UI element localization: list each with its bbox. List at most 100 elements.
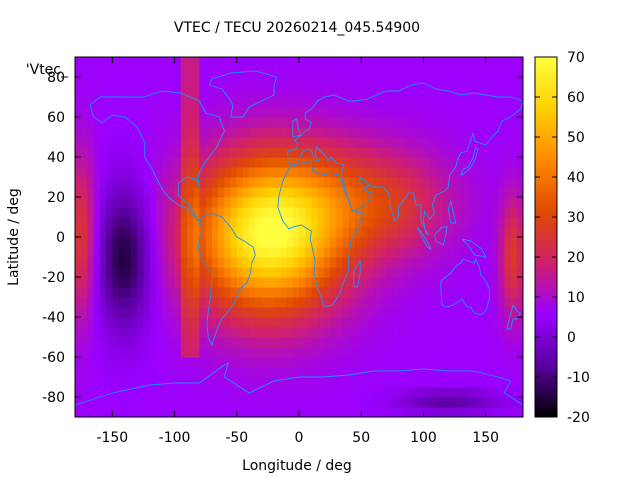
heatmap-cell: [118, 67, 126, 78]
heatmap-cell: [261, 207, 269, 218]
heatmap-cell: [180, 67, 188, 78]
heatmap-cell: [286, 167, 294, 178]
heatmap-cell: [336, 307, 344, 318]
heatmap-cell: [205, 267, 213, 278]
heatmap-cell: [249, 257, 257, 268]
heatmap-cell: [379, 237, 387, 248]
heatmap-cell: [143, 357, 151, 368]
heatmap-cell: [299, 257, 306, 268]
heatmap-cell: [81, 127, 89, 138]
heatmap-cell: [131, 207, 138, 218]
heatmap-cell: [230, 317, 238, 328]
heatmap-cell: [261, 147, 269, 158]
heatmap-cell: [417, 77, 425, 88]
heatmap-cell: [423, 377, 431, 388]
heatmap-cell: [367, 367, 375, 378]
heatmap-cell: [510, 397, 518, 408]
heatmap-cell: [286, 177, 294, 188]
heatmap-cell: [367, 57, 375, 68]
heatmap-cell: [261, 177, 269, 188]
heatmap-cell: [230, 277, 238, 288]
heatmap-cell: [267, 147, 275, 158]
heatmap-cell: [361, 197, 369, 208]
heatmap-cell: [218, 187, 225, 198]
heatmap-cell: [442, 297, 449, 308]
heatmap-cell: [392, 227, 400, 238]
heatmap-cell: [267, 137, 275, 148]
heatmap-cell: [516, 207, 523, 218]
heatmap-cell: [299, 217, 306, 228]
heatmap-cell: [267, 217, 275, 228]
heatmap-cell: [124, 67, 132, 78]
heatmap-cell: [274, 307, 281, 318]
heatmap-cell: [87, 187, 95, 198]
heatmap-cell: [149, 67, 157, 78]
heatmap-cell: [435, 167, 443, 178]
heatmap-cell: [373, 237, 381, 248]
heatmap-cell: [516, 77, 523, 88]
heatmap-cell: [429, 217, 437, 228]
heatmap-cell: [429, 407, 437, 417]
heatmap-cell: [355, 117, 362, 128]
heatmap-cell: [491, 287, 499, 298]
heatmap-cell: [174, 307, 182, 318]
heatmap-cell: [180, 387, 188, 398]
heatmap-cell: [193, 157, 201, 168]
heatmap-cell: [267, 157, 275, 168]
heatmap-cell: [417, 227, 425, 238]
heatmap-cell: [485, 117, 493, 128]
heatmap-cell: [224, 217, 232, 228]
heatmap-cell: [342, 287, 350, 298]
heatmap-cell: [367, 137, 375, 148]
heatmap-cell: [174, 237, 182, 248]
heatmap-cell: [187, 407, 194, 417]
heatmap-cell: [255, 387, 263, 398]
heatmap-cell: [504, 97, 512, 108]
heatmap-cell: [392, 287, 400, 298]
heatmap-cell: [336, 347, 344, 358]
heatmap-cell: [255, 137, 263, 148]
heatmap-cell: [342, 407, 350, 417]
heatmap-cell: [211, 117, 219, 128]
heatmap-cell: [516, 387, 523, 398]
heatmap-cell: [205, 137, 213, 148]
heatmap-cell: [454, 197, 462, 208]
heatmap-cell: [435, 197, 443, 208]
heatmap-cell: [267, 327, 275, 338]
heatmap-cell: [454, 87, 462, 98]
heatmap-cell: [398, 77, 406, 88]
heatmap-cell: [292, 257, 300, 268]
tick-label: 80: [47, 70, 65, 86]
heatmap-cell: [124, 157, 132, 168]
heatmap-cell: [99, 57, 107, 68]
heatmap-cell: [355, 197, 362, 208]
heatmap-cell: [93, 137, 101, 148]
heatmap-cell: [398, 337, 406, 348]
heatmap-cell: [193, 247, 201, 258]
heatmap-cell: [131, 327, 138, 338]
heatmap-cell: [460, 277, 468, 288]
heatmap-cell: [398, 157, 406, 168]
heatmap-cell: [330, 67, 337, 78]
heatmap-cell: [423, 177, 431, 188]
heatmap-cell: [243, 197, 250, 208]
heatmap-cell: [106, 397, 113, 408]
heatmap-cell: [348, 287, 356, 298]
heatmap-cell: [510, 387, 518, 398]
heatmap-cell: [442, 387, 449, 398]
heatmap-cell: [336, 97, 344, 108]
heatmap-cell: [442, 287, 449, 298]
heatmap-cell: [435, 97, 443, 108]
heatmap-cell: [149, 207, 157, 218]
heatmap-cell: [373, 177, 381, 188]
heatmap-cell: [243, 287, 250, 298]
heatmap-cell: [398, 207, 406, 218]
heatmap-cell: [243, 347, 250, 358]
heatmap-cell: [498, 207, 505, 218]
heatmap-cell: [392, 87, 400, 98]
heatmap-cell: [75, 357, 82, 368]
heatmap-cell: [417, 157, 425, 168]
heatmap-cell: [435, 277, 443, 288]
heatmap-cell: [193, 267, 201, 278]
heatmap-cell: [280, 317, 288, 328]
